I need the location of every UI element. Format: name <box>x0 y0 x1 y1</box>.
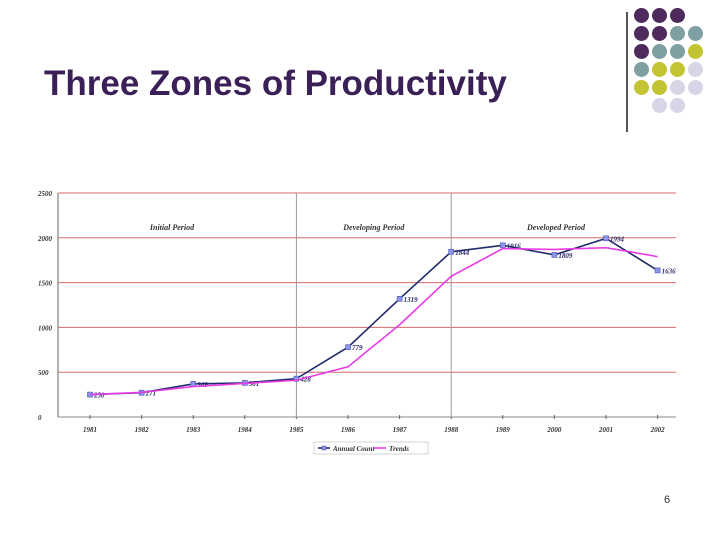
decorative-dot <box>634 26 649 41</box>
data-label: 1994 <box>610 235 625 243</box>
x-tick-label: 1987 <box>393 426 408 434</box>
data-point <box>603 235 609 242</box>
decorative-dot <box>670 26 685 41</box>
decorative-dot-grid <box>634 8 714 118</box>
decorative-dot <box>670 62 685 77</box>
legend-marker <box>321 445 327 451</box>
decorative-dot <box>652 62 667 77</box>
decorative-dot <box>670 44 685 59</box>
data-label: 250 <box>93 392 105 400</box>
x-tick-label: 1986 <box>341 426 356 434</box>
decorative-dot <box>634 80 649 95</box>
decorative-dot <box>634 62 649 77</box>
y-tick-label: 1000 <box>38 324 53 332</box>
decorative-dot <box>688 44 703 59</box>
data-point <box>448 248 455 255</box>
y-tick-label: 1500 <box>38 280 53 288</box>
legend-box <box>313 441 429 455</box>
decorative-dot <box>652 26 667 41</box>
legend-label: Annual Count <box>332 445 375 453</box>
data-label: 369 <box>196 381 208 389</box>
data-label: 1844 <box>455 249 470 257</box>
decorative-dot <box>688 26 703 41</box>
decorative-dot <box>634 8 649 23</box>
decorative-dot <box>634 44 649 59</box>
x-tick-label: 1982 <box>135 426 150 434</box>
data-label: 381 <box>248 380 259 388</box>
x-tick-label: 1988 <box>444 426 459 434</box>
y-tick-label: 2000 <box>37 235 53 243</box>
data-label: 1809 <box>558 252 573 260</box>
decorative-dot <box>688 80 703 95</box>
data-point <box>654 267 661 274</box>
decorative-dot <box>670 98 685 113</box>
decorative-dot <box>688 62 703 77</box>
data-point <box>396 296 403 302</box>
data-point <box>499 242 506 249</box>
series-line-annual-count <box>89 237 659 396</box>
x-tick-label: 1984 <box>238 426 253 434</box>
data-label: 1916 <box>507 242 522 250</box>
data-point <box>345 344 351 351</box>
series-line-trends <box>89 246 658 396</box>
zone-label: Developed Period <box>526 223 586 232</box>
slide-title: Three Zones of Productivity <box>44 64 507 103</box>
x-tick-label: 1985 <box>289 426 304 434</box>
x-tick-label: 2000 <box>546 426 562 434</box>
title-divider <box>626 12 628 132</box>
zone-label: Initial Period <box>149 223 195 232</box>
data-label: 1636 <box>662 267 677 275</box>
y-tick-label: 500 <box>38 369 49 377</box>
decorative-dot <box>652 8 667 23</box>
x-tick-label: 1989 <box>496 426 511 434</box>
x-tick-label: 2001 <box>598 426 613 434</box>
decorative-dot <box>652 80 667 95</box>
data-label: 1319 <box>404 296 419 304</box>
zone-label: Developing Period <box>342 223 405 232</box>
decorative-dot <box>670 8 685 23</box>
decorative-dot <box>670 80 685 95</box>
decorative-dot <box>652 44 667 59</box>
x-tick-label: 2002 <box>650 426 666 434</box>
data-point <box>551 252 558 258</box>
decorative-dot <box>652 98 667 113</box>
x-tick-label: 1983 <box>186 426 201 434</box>
x-tick-label: 1981 <box>83 426 97 434</box>
y-tick-label: 2500 <box>37 190 53 198</box>
data-label: 779 <box>352 344 363 352</box>
page-number: 6 <box>664 494 671 506</box>
data-label: 271 <box>145 390 157 398</box>
data-label: 428 <box>299 376 311 384</box>
data-point <box>293 375 300 382</box>
y-tick-label: 0 <box>38 414 42 422</box>
legend-label: Trends <box>389 445 409 453</box>
